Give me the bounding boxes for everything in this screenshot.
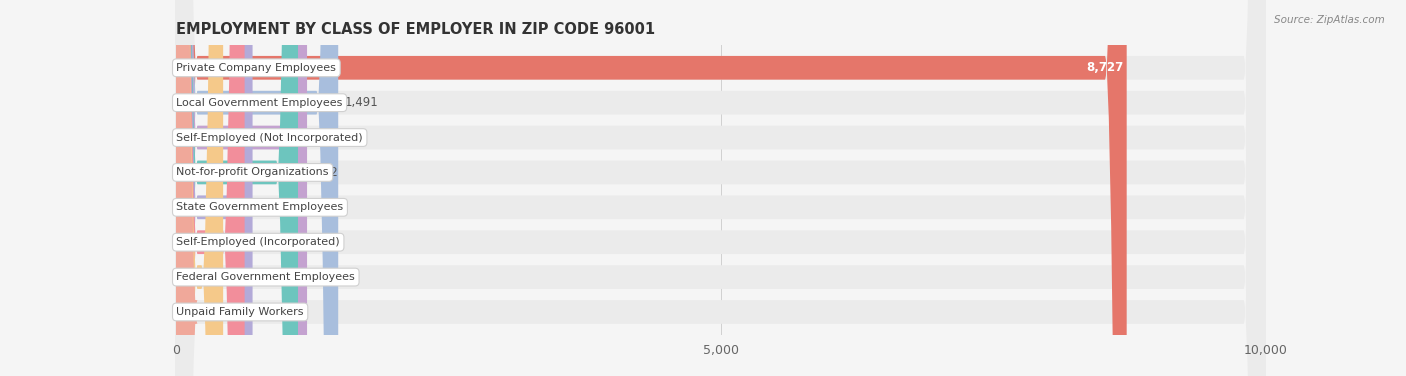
Text: Not-for-profit Organizations: Not-for-profit Organizations — [176, 167, 329, 177]
Text: Self-Employed (Not Incorporated): Self-Employed (Not Incorporated) — [176, 133, 363, 143]
Text: 17: 17 — [184, 305, 200, 318]
Text: 1,122: 1,122 — [305, 166, 339, 179]
Text: EMPLOYMENT BY CLASS OF EMPLOYER IN ZIP CODE 96001: EMPLOYMENT BY CLASS OF EMPLOYER IN ZIP C… — [176, 22, 655, 37]
Text: Local Government Employees: Local Government Employees — [176, 98, 343, 108]
FancyBboxPatch shape — [176, 0, 224, 376]
Text: Source: ZipAtlas.com: Source: ZipAtlas.com — [1274, 15, 1385, 25]
Text: Private Company Employees: Private Company Employees — [176, 63, 336, 73]
Text: Unpaid Family Workers: Unpaid Family Workers — [176, 307, 304, 317]
Text: 1,491: 1,491 — [344, 96, 378, 109]
FancyBboxPatch shape — [176, 0, 253, 376]
Text: State Government Employees: State Government Employees — [176, 202, 343, 212]
FancyBboxPatch shape — [176, 0, 1265, 376]
Text: 1,205: 1,205 — [314, 131, 347, 144]
FancyBboxPatch shape — [176, 0, 1265, 376]
FancyBboxPatch shape — [176, 0, 1265, 376]
Text: 632: 632 — [252, 236, 274, 249]
FancyBboxPatch shape — [176, 0, 1265, 376]
Text: 8,727: 8,727 — [1087, 61, 1123, 74]
FancyBboxPatch shape — [176, 0, 1265, 376]
FancyBboxPatch shape — [176, 0, 1265, 376]
Text: 435: 435 — [229, 271, 252, 284]
Text: Federal Government Employees: Federal Government Employees — [176, 272, 356, 282]
FancyBboxPatch shape — [176, 0, 1265, 376]
FancyBboxPatch shape — [176, 0, 245, 376]
Text: Self-Employed (Incorporated): Self-Employed (Incorporated) — [176, 237, 340, 247]
Text: 705: 705 — [259, 201, 281, 214]
FancyBboxPatch shape — [176, 0, 339, 376]
FancyBboxPatch shape — [176, 0, 1126, 376]
FancyBboxPatch shape — [176, 0, 1265, 376]
FancyBboxPatch shape — [156, 0, 197, 376]
FancyBboxPatch shape — [176, 0, 298, 376]
FancyBboxPatch shape — [176, 0, 307, 376]
